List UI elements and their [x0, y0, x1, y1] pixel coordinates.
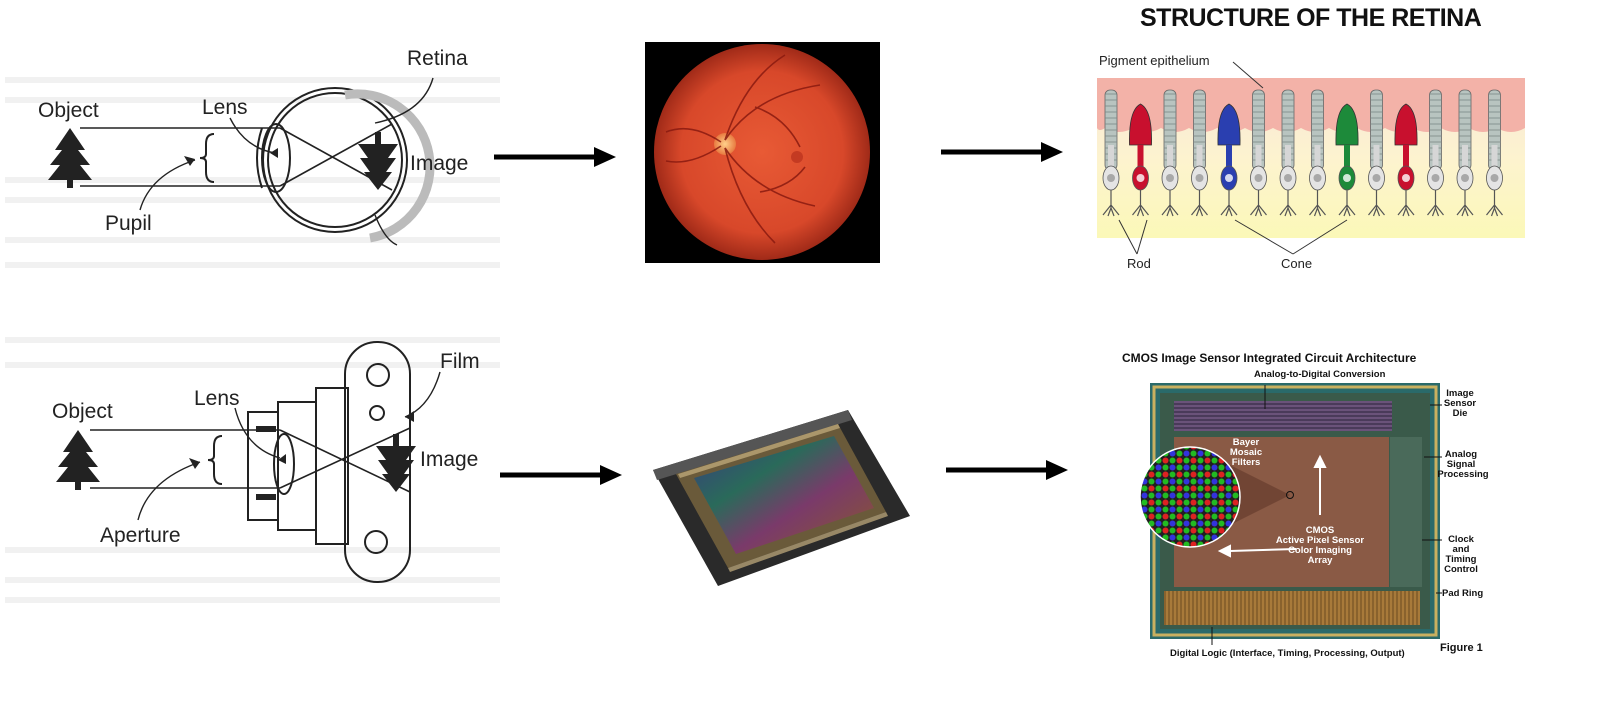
- clock-line-4: Control: [1444, 564, 1478, 575]
- photoreceptor-cells: [1102, 89, 1503, 217]
- image-sensor-chip-photo: [653, 410, 910, 586]
- figure-label: Figure 1: [1440, 642, 1483, 654]
- asp-line-2: Signal: [1447, 459, 1476, 470]
- bayer-label: Bayer Mosaic Filters: [1230, 437, 1262, 468]
- cmos-title: CMOS Image Sensor Integrated Circuit Arc…: [1122, 351, 1417, 365]
- rod-label: Rod: [1127, 256, 1151, 271]
- camera-lens-label: Lens: [194, 387, 240, 410]
- eye-diagram: Object Retina Lens Image Pupil: [5, 47, 500, 268]
- clock-label: Clock and Timing Control: [1444, 534, 1478, 575]
- camera-film-label: Film: [440, 350, 480, 373]
- bayer-line-3: Filters: [1232, 457, 1261, 468]
- retina-fundus-photo: [645, 42, 880, 263]
- asp-line-1: Analog: [1445, 449, 1477, 460]
- array-line-4: Array: [1308, 555, 1334, 566]
- pad-ring-label: Pad Ring: [1442, 588, 1483, 599]
- eye-retina-label: Retina: [407, 47, 468, 70]
- eye-object-label: Object: [38, 99, 99, 122]
- retina-structure-diagram: STRUCTURE OF THE RETINA Pigment epitheli…: [1097, 4, 1525, 271]
- rod-cell: [1456, 89, 1474, 217]
- arrow-sensor-to-cmos: [946, 460, 1068, 480]
- rod-cell: [1427, 89, 1444, 217]
- rod-cell: [1191, 89, 1208, 217]
- rod-cell: [1309, 89, 1326, 217]
- rod-cell: [1250, 89, 1267, 217]
- arrow-fundus-to-retina: [941, 142, 1063, 162]
- rod-cell: [1102, 89, 1120, 217]
- eye-lens-label: Lens: [202, 96, 248, 119]
- faded-background-text: [5, 337, 500, 603]
- tree-object-icon: [56, 430, 100, 490]
- pigment-epithelium-label: Pigment epithelium: [1099, 53, 1210, 68]
- eyeball: [256, 87, 408, 233]
- arrow-camera-to-sensor: [500, 465, 622, 485]
- retina-band: [344, 89, 435, 243]
- camera-diagram: Object Film Lens Image Aperture: [5, 337, 500, 603]
- rod-cell: [1279, 89, 1297, 217]
- camera-image-label: Image: [420, 448, 478, 471]
- clock-line-2: and: [1453, 544, 1470, 555]
- pixel-array-label: CMOS Active Pixel Sensor Color Imaging A…: [1276, 525, 1364, 566]
- cone-cell: [1335, 103, 1359, 217]
- digital-logic-label: Digital Logic (Interface, Timing, Proces…: [1170, 648, 1405, 659]
- eye-pupil-label: Pupil: [105, 212, 152, 235]
- cmos-architecture-diagram: CMOS Image Sensor Integrated Circuit Arc…: [1122, 351, 1489, 659]
- camera-object-label: Object: [52, 400, 113, 423]
- lens-mount: [256, 426, 276, 500]
- adc-label: Analog-to-Digital Conversion: [1254, 369, 1386, 380]
- array-line-3: Color Imaging: [1288, 545, 1352, 556]
- pupil-brace: [199, 133, 215, 183]
- array-line-2: Active Pixel Sensor: [1276, 535, 1364, 546]
- die-label: Image Sensor Die: [1444, 388, 1477, 419]
- die-line-2: Sensor: [1444, 398, 1477, 409]
- tree-object-icon: [48, 128, 92, 188]
- rod-cell: [1368, 89, 1385, 217]
- arrow-eye-to-fundus: [494, 147, 616, 167]
- rod-cell: [1486, 89, 1503, 217]
- asp-label: Analog Signal Processing: [1437, 449, 1488, 480]
- die-line-1: Image: [1446, 388, 1473, 399]
- clock-line-3: Timing: [1446, 554, 1477, 565]
- cone-cell: [1394, 103, 1418, 217]
- cone-cell: [1129, 103, 1152, 217]
- cone-label: Cone: [1281, 256, 1312, 271]
- retina-title: STRUCTURE OF THE RETINA: [1140, 4, 1482, 32]
- tree-image-icon: [376, 434, 416, 492]
- bayer-line-2: Mosaic: [1230, 447, 1262, 458]
- cone-cell: [1217, 103, 1241, 217]
- bayer-line-1: Bayer: [1233, 437, 1260, 448]
- clock-line-1: Clock: [1448, 534, 1475, 545]
- asp-line-3: Processing: [1437, 469, 1488, 480]
- array-line-1: CMOS: [1306, 525, 1335, 536]
- eye-image-label: Image: [410, 152, 468, 175]
- rod-cell: [1161, 89, 1179, 217]
- tree-image-icon: [358, 132, 398, 190]
- aperture-brace: [207, 435, 223, 485]
- camera-aperture-label: Aperture: [100, 524, 181, 547]
- die-line-3: Die: [1453, 408, 1468, 419]
